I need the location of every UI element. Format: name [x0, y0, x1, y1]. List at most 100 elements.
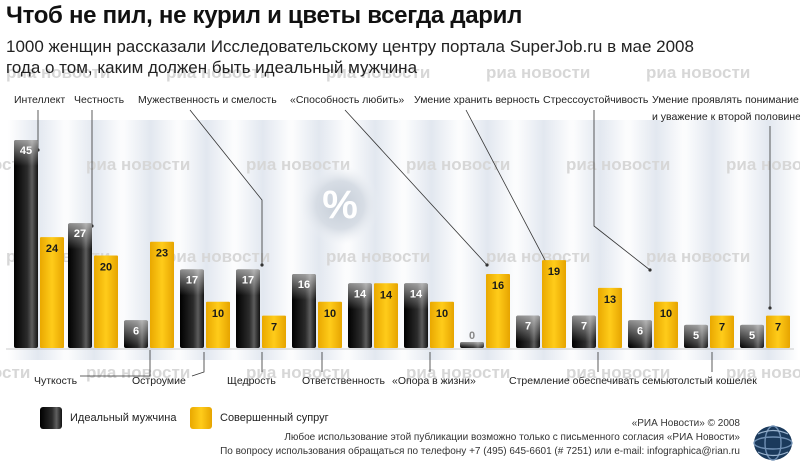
- bar-spouse: [374, 283, 398, 348]
- bar-ideal-value: 7: [525, 321, 531, 333]
- bar-ideal-value: 5: [693, 330, 699, 342]
- bar-ideal-value: 17: [186, 274, 198, 286]
- bar-ideal-highlight: [14, 140, 38, 166]
- category-label-top: Умение хранить верность: [414, 94, 540, 106]
- bars: 45 24 27 20 6 23 17 10 17 7 16 10 14 14 14 10 0 16 7 19 7 13 6…: [6, 140, 794, 350]
- legend-ideal-swatch: [40, 407, 62, 429]
- percent-symbol: %: [322, 183, 358, 227]
- bar-spouse-value: 7: [271, 322, 277, 334]
- bar-ideal-highlight: [348, 283, 372, 310]
- category-label-top: Мужественность и смелость: [138, 94, 277, 106]
- bar-ideal-value: 14: [354, 288, 367, 300]
- bar-spouse-value: 10: [324, 308, 336, 320]
- bar-spouse-value: 13: [604, 294, 616, 306]
- watermark-text: риа новости: [566, 155, 670, 174]
- bar-spouse-value: 10: [212, 308, 224, 320]
- bar-spouse: [542, 260, 566, 348]
- category-labels: Интеллект Честность Мужественность и смело…: [14, 94, 800, 387]
- watermark-text: риа новости: [486, 247, 590, 266]
- watermark-text: риа новости: [6, 63, 110, 82]
- bar-spouse-value: 20: [100, 262, 112, 274]
- usage-notice: Любое использование этой публикации возм…: [284, 432, 740, 443]
- subtitle-line-2: года о том, каким должен быть идеальный …: [6, 58, 418, 77]
- bar-ideal-value: 16: [298, 279, 310, 291]
- bar-ideal-value: 17: [242, 274, 254, 286]
- bar-ideal-value: 45: [20, 145, 32, 157]
- bar-ideal-value: 6: [133, 325, 139, 337]
- category-label-bottom: Ответственность: [302, 375, 385, 387]
- bar-ideal-highlight: [460, 342, 484, 348]
- bar-spouse: [206, 301, 230, 348]
- bar-ideal-highlight: [516, 315, 540, 342]
- bar-spouse-value: 7: [719, 322, 725, 334]
- legend-spouse: Совершенный супруг: [190, 404, 329, 432]
- bar-spouse: [654, 301, 678, 348]
- bar-spouse: [262, 315, 286, 348]
- category-label-top: и уважение к второй половине: [652, 111, 800, 123]
- leader-dot: [260, 263, 264, 267]
- watermark-text: риа новости: [726, 155, 800, 174]
- bar-ideal-highlight: [572, 315, 596, 342]
- category-label-bottom: толстый кошелек: [673, 375, 757, 387]
- bar-ideal-value: 0: [469, 330, 475, 342]
- bar-ideal-highlight: [684, 324, 708, 348]
- bar-ideal-highlight: [180, 269, 204, 296]
- watermark-text: риа новости: [166, 247, 270, 266]
- bar-ideal-highlight: [404, 283, 428, 310]
- category-label-top: Стрессоустойчивость: [543, 94, 649, 106]
- bar-ideal-value: 7: [581, 321, 587, 333]
- watermark-text: риа новости: [326, 63, 430, 82]
- legend-ideal: Идеальный мужчина: [40, 404, 177, 432]
- bar-spouse-value: 16: [492, 280, 504, 292]
- watermark-text: риа новости: [0, 363, 30, 382]
- bar-ideal-value: 6: [637, 325, 643, 337]
- ria-globe-logo: [753, 425, 793, 461]
- bar-ideal-highlight: [236, 269, 260, 296]
- bar-ideal-value: 5: [749, 330, 755, 342]
- watermark-text: риа новости: [566, 363, 670, 382]
- watermark-text: риа новости: [166, 63, 270, 82]
- bar-spouse: [150, 241, 174, 348]
- leader-dot: [648, 268, 652, 272]
- category-label-top: Интеллект: [14, 94, 65, 106]
- watermark-text: риа новости: [86, 155, 190, 174]
- bar-spouse: [94, 255, 118, 348]
- bar-ideal: [68, 223, 92, 348]
- watermark-text: риа новости: [646, 247, 750, 266]
- leader-line: [80, 350, 151, 377]
- bar-spouse: [318, 301, 342, 348]
- bar-spouse: [766, 315, 790, 348]
- watermark-text: риа новости: [726, 363, 800, 382]
- bar-spouse-value: 24: [46, 243, 59, 255]
- bar-spouse: [598, 287, 622, 348]
- leader-line: [189, 109, 263, 265]
- bar-ideal-highlight: [292, 274, 316, 301]
- page-title: Чтоб не пил, не курил и цветы всегда дар…: [6, 2, 523, 29]
- contact-info: По вопросу использования обращаться по т…: [220, 446, 740, 457]
- copyright: «РИА Новости» © 2008: [631, 418, 740, 429]
- bar-spouse-value: 14: [380, 289, 393, 301]
- watermark-text: риа новости: [486, 63, 590, 82]
- bar-spouse: [40, 237, 64, 348]
- leader-line: [344, 109, 488, 266]
- watermark-text: риа новости: [406, 155, 510, 174]
- watermark-text: риа новости: [246, 363, 350, 382]
- leader-dot: [768, 306, 772, 310]
- bar-spouse-value: 10: [436, 308, 448, 320]
- bar-spouse: [430, 301, 454, 348]
- bar-ideal: [14, 140, 38, 348]
- leader-line: [593, 110, 651, 271]
- category-label-bottom: Щедрость: [227, 375, 276, 387]
- subtitle-line-1: 1000 женщин рассказали Исследовательском…: [6, 37, 694, 56]
- category-label-bottom: Остроумие: [132, 375, 186, 387]
- watermark-text: риа новости: [326, 247, 430, 266]
- bar-spouse-value: 19: [548, 266, 560, 278]
- leader-dot: [485, 263, 489, 267]
- category-label-bottom: «Опора в жизни»: [392, 375, 476, 387]
- category-label-top: «Способность любить»: [290, 94, 404, 106]
- legend-ideal-label: Идеальный мужчина: [70, 412, 177, 424]
- leader-line: [465, 109, 547, 263]
- percent-circle: [300, 165, 380, 245]
